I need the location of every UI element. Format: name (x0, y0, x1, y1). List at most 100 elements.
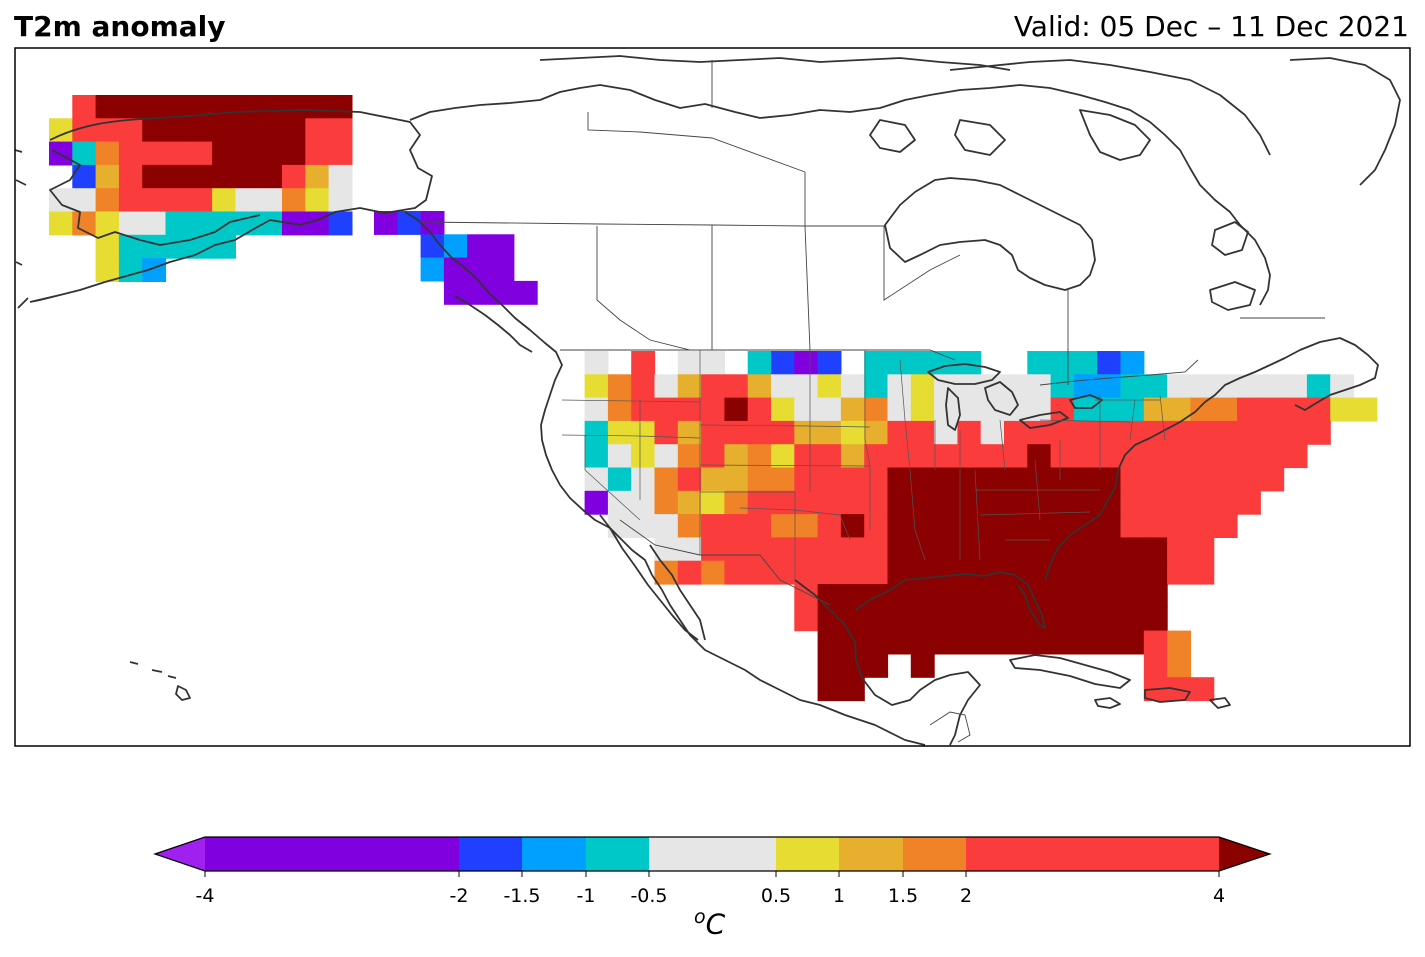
alaska-cell (142, 164, 167, 189)
alaska-cell (72, 164, 97, 189)
conus-cell (1306, 420, 1331, 445)
conus-cell (677, 374, 702, 399)
conus-cell (1073, 607, 1098, 632)
conus-cell (701, 374, 725, 399)
conus-cell (957, 420, 982, 445)
conus-cell (1120, 420, 1145, 445)
colorbar-bin (966, 837, 1220, 871)
conus-cell (1004, 630, 1028, 655)
alaska-cell (188, 95, 213, 119)
conus-cell (1073, 537, 1098, 562)
conus-cell (864, 653, 889, 678)
conus-cell (771, 444, 795, 469)
conus-cell (724, 467, 749, 492)
alaska-cell (142, 141, 167, 166)
conus-cell (1097, 630, 1122, 655)
alaska-cell (282, 164, 306, 189)
alaska-cell (95, 164, 120, 189)
conus-cell (864, 420, 889, 445)
state-borders (561, 350, 1166, 580)
conus-cell (1097, 584, 1122, 608)
alaska-cell (95, 211, 120, 236)
conus-cell (1167, 444, 1191, 469)
conus-cell (584, 467, 609, 492)
conus-cell (1097, 607, 1122, 632)
colorbar-tick-label: -4 (196, 885, 215, 907)
conus-cell (654, 490, 679, 515)
map-title: T2m anomaly (14, 10, 226, 43)
conus-cell (864, 397, 889, 422)
conus-cell (1050, 420, 1075, 445)
alaska-cell (72, 141, 97, 166)
conus-cell (1143, 374, 1168, 399)
conus-cell (794, 537, 819, 562)
panhandle-cell (420, 234, 445, 259)
conus-cell (1143, 490, 1168, 515)
conus-cell (1167, 467, 1191, 492)
panhandle-cell (443, 257, 468, 282)
alaska-cell (258, 188, 283, 213)
panhandle-cell (513, 280, 538, 305)
panhandle-cell (374, 211, 398, 235)
conus-cell (631, 467, 656, 492)
conus-cell (631, 374, 656, 399)
conus-cell (607, 420, 632, 445)
colorbar-bin (459, 837, 523, 871)
panhandle-cell (397, 211, 422, 235)
conus-cell (980, 607, 1005, 632)
conus-cell (1004, 374, 1028, 399)
conus-cell (1143, 630, 1168, 655)
conus-cell (1097, 537, 1122, 562)
alaska-cell (118, 164, 143, 189)
conus-cell (817, 677, 842, 702)
conus-cell (677, 490, 702, 515)
conus-cell (607, 397, 632, 422)
conus-cell (794, 560, 819, 585)
conus-cell (1120, 397, 1145, 422)
conus-cell (910, 630, 935, 655)
alaska-cell (142, 95, 167, 119)
conus-cell (1027, 514, 1052, 538)
conus-cell (910, 653, 935, 678)
alaska-cell (165, 95, 190, 119)
alaska-cell (49, 118, 73, 143)
conus-cell (1004, 537, 1028, 562)
colorbar-bin (522, 837, 587, 871)
conus-cell (1167, 490, 1191, 515)
conus-cell (957, 351, 982, 375)
conus-cell (584, 351, 609, 375)
alaska-cell (212, 164, 236, 189)
alaska-cell (235, 141, 260, 166)
conus-cell (1027, 397, 1052, 422)
conus-cell (1190, 397, 1215, 422)
conus-cell (840, 653, 865, 678)
conus-cell (840, 560, 865, 585)
conus-cell (957, 630, 982, 655)
conus-cell (840, 607, 865, 632)
conus-cell (1050, 374, 1075, 399)
conus-cell (771, 490, 795, 515)
valid-period: Valid: 05 Dec – 11 Dec 2021 (1013, 10, 1409, 43)
conus-cell (864, 374, 889, 399)
conus-cell (910, 490, 935, 515)
conus-cell (1167, 514, 1191, 538)
colorbar-bin (205, 837, 460, 871)
alaska-cell (188, 164, 213, 189)
conus-cell (1260, 467, 1285, 492)
conus-cell (584, 420, 609, 445)
conus-cell (1120, 560, 1145, 585)
conus-cell (1073, 467, 1098, 492)
conus-cell (1283, 397, 1308, 422)
conus-cell (1190, 677, 1215, 702)
conus-cell (1260, 444, 1285, 469)
alaska-cell (49, 211, 73, 236)
conus-cell (747, 420, 772, 445)
conus-cell (1073, 397, 1098, 422)
colorbar-tick-label: 4 (1213, 885, 1225, 907)
conus-cell (1050, 630, 1075, 655)
conus-cell (1073, 630, 1098, 655)
conus-cell (980, 467, 1005, 492)
conus-cell (1237, 467, 1261, 492)
conus-cell (1050, 397, 1075, 422)
conus-cell (1143, 560, 1168, 585)
